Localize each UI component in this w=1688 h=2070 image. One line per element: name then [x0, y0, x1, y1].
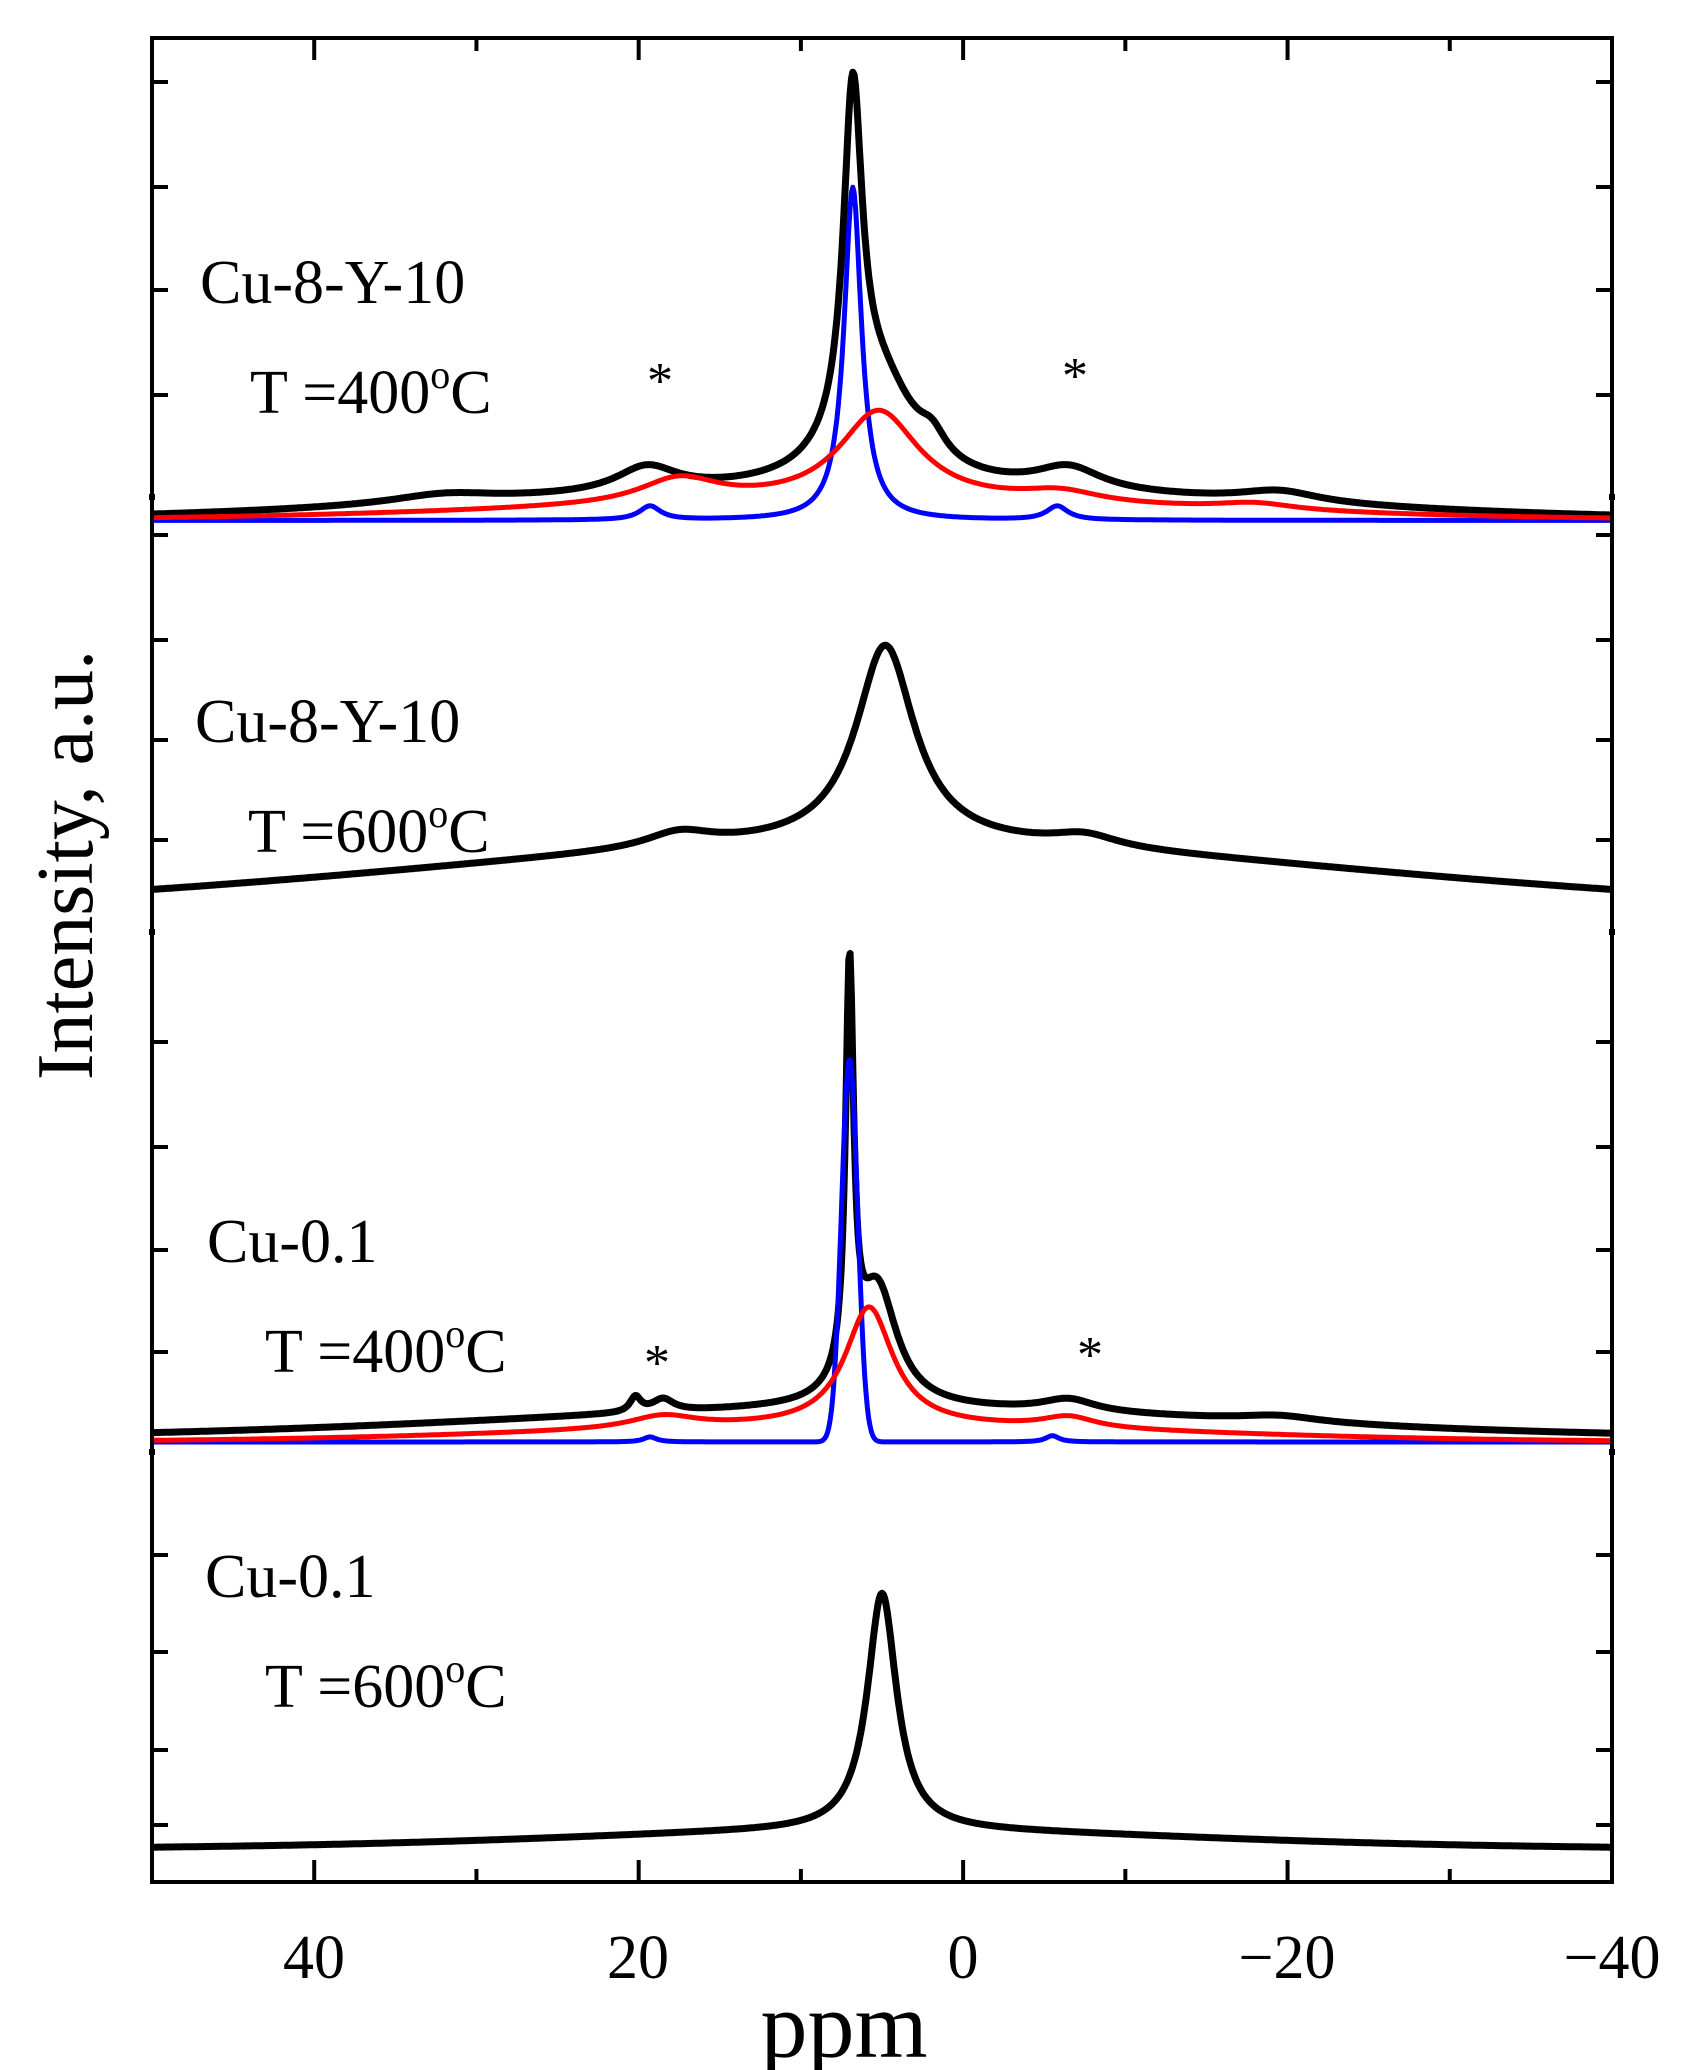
- x-tick-label: 20: [607, 1924, 669, 1992]
- cu01-400-total-trace: [149, 950, 1615, 1437]
- sideband-asterisk: *: [1077, 1327, 1103, 1384]
- x-tick-label: 40: [283, 1924, 345, 1992]
- x-tick-label: 0: [948, 1924, 979, 1992]
- panel-temp-label: T =400oC: [265, 1311, 507, 1386]
- panel-label-cu8y10-400: Cu-8-Y-10 T =400oC: [200, 249, 492, 427]
- cu01-400-broad-component-trace: [150, 1304, 1614, 1444]
- plot-frame: [150, 36, 1614, 1884]
- x-axis-title: ppm: [760, 1974, 927, 2070]
- panel-temp-label: T =600oC: [248, 791, 490, 866]
- panel-temp-label: T =400oC: [250, 352, 492, 427]
- cu01-400-narrow-component-trace: [150, 1057, 1614, 1445]
- panel-temp-label: T =600oC: [265, 1646, 507, 1721]
- cu01-600-total-trace: [149, 1589, 1615, 1851]
- spectrum-traces: [149, 68, 1615, 1851]
- sideband-asterisk: *: [644, 1335, 670, 1392]
- x-tick-label: −20: [1239, 1924, 1336, 1992]
- cu8y10-600-total-trace: [149, 641, 1615, 893]
- cu8y10-400-total-trace: [149, 68, 1615, 519]
- cu8y10-400-broad-component-trace: [150, 407, 1614, 521]
- panel-sample-label: Cu-0.1: [207, 1208, 378, 1276]
- cu8y10-400-narrow-component-trace: [150, 184, 1614, 523]
- panel-label-cu01-600: Cu-0.1 T =600oC: [205, 1543, 507, 1721]
- y-axis-title: Intensity, a.u.: [22, 650, 110, 1080]
- panel-label-cu01-400: Cu-0.1 T =400oC: [207, 1208, 507, 1386]
- sideband-asterisk: *: [647, 353, 673, 410]
- sideband-asterisk: *: [1062, 348, 1088, 405]
- panel-sample-label: Cu-8-Y-10: [195, 688, 460, 756]
- panel-sample-label: Cu-0.1: [205, 1543, 376, 1611]
- panel-sample-label: Cu-8-Y-10: [200, 249, 465, 317]
- x-tick-label: −40: [1564, 1924, 1661, 1992]
- panel-label-cu8y10-600: Cu-8-Y-10 T =600oC: [195, 688, 490, 866]
- axis-ticks: [152, 38, 1614, 1882]
